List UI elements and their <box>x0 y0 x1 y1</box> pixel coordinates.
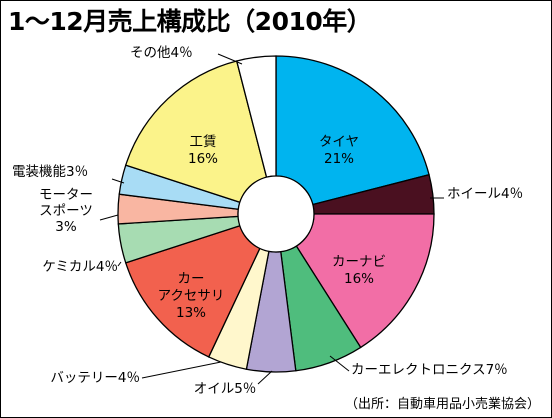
slice-label-outside-5: モータースポーツ 3% <box>39 187 93 235</box>
donut-hole <box>237 175 315 253</box>
slice-label-inside-3: 工賃 16% <box>188 134 218 167</box>
leader-line-4 <box>117 261 122 267</box>
slice-label-outside-7: その他4％ <box>130 45 193 61</box>
slice-label-outside-1: カーエレクトロニクス7％ <box>351 362 508 378</box>
slice-label-inside-0: タイヤ 21% <box>319 134 359 167</box>
chart-title: 1～12月売上構成比（2010年） <box>8 7 372 36</box>
slice-label-outside-0: ホイール4％ <box>447 186 523 202</box>
leader-line-2 <box>257 370 273 385</box>
slice-label-outside-3: バッテリー4％ <box>50 370 140 386</box>
leader-line-5 <box>99 214 119 221</box>
slice-label-inside-2: カーアクセサリ 13% <box>158 271 225 321</box>
chart-source: （出所：自動車用品小売業協会） <box>344 397 540 412</box>
leader-line-3 <box>141 361 222 379</box>
leader-line-6 <box>111 178 125 184</box>
leader-line-1 <box>329 355 350 372</box>
slice-label-outside-4: ケミカル4％ <box>42 259 118 275</box>
slice-label-outside-2: オイル5％ <box>194 381 257 397</box>
slice-label-inside-1: カーナビ 16% <box>332 254 386 287</box>
leader-line-7 <box>217 53 243 65</box>
slice-label-outside-6: 電装機能3％ <box>12 164 88 180</box>
